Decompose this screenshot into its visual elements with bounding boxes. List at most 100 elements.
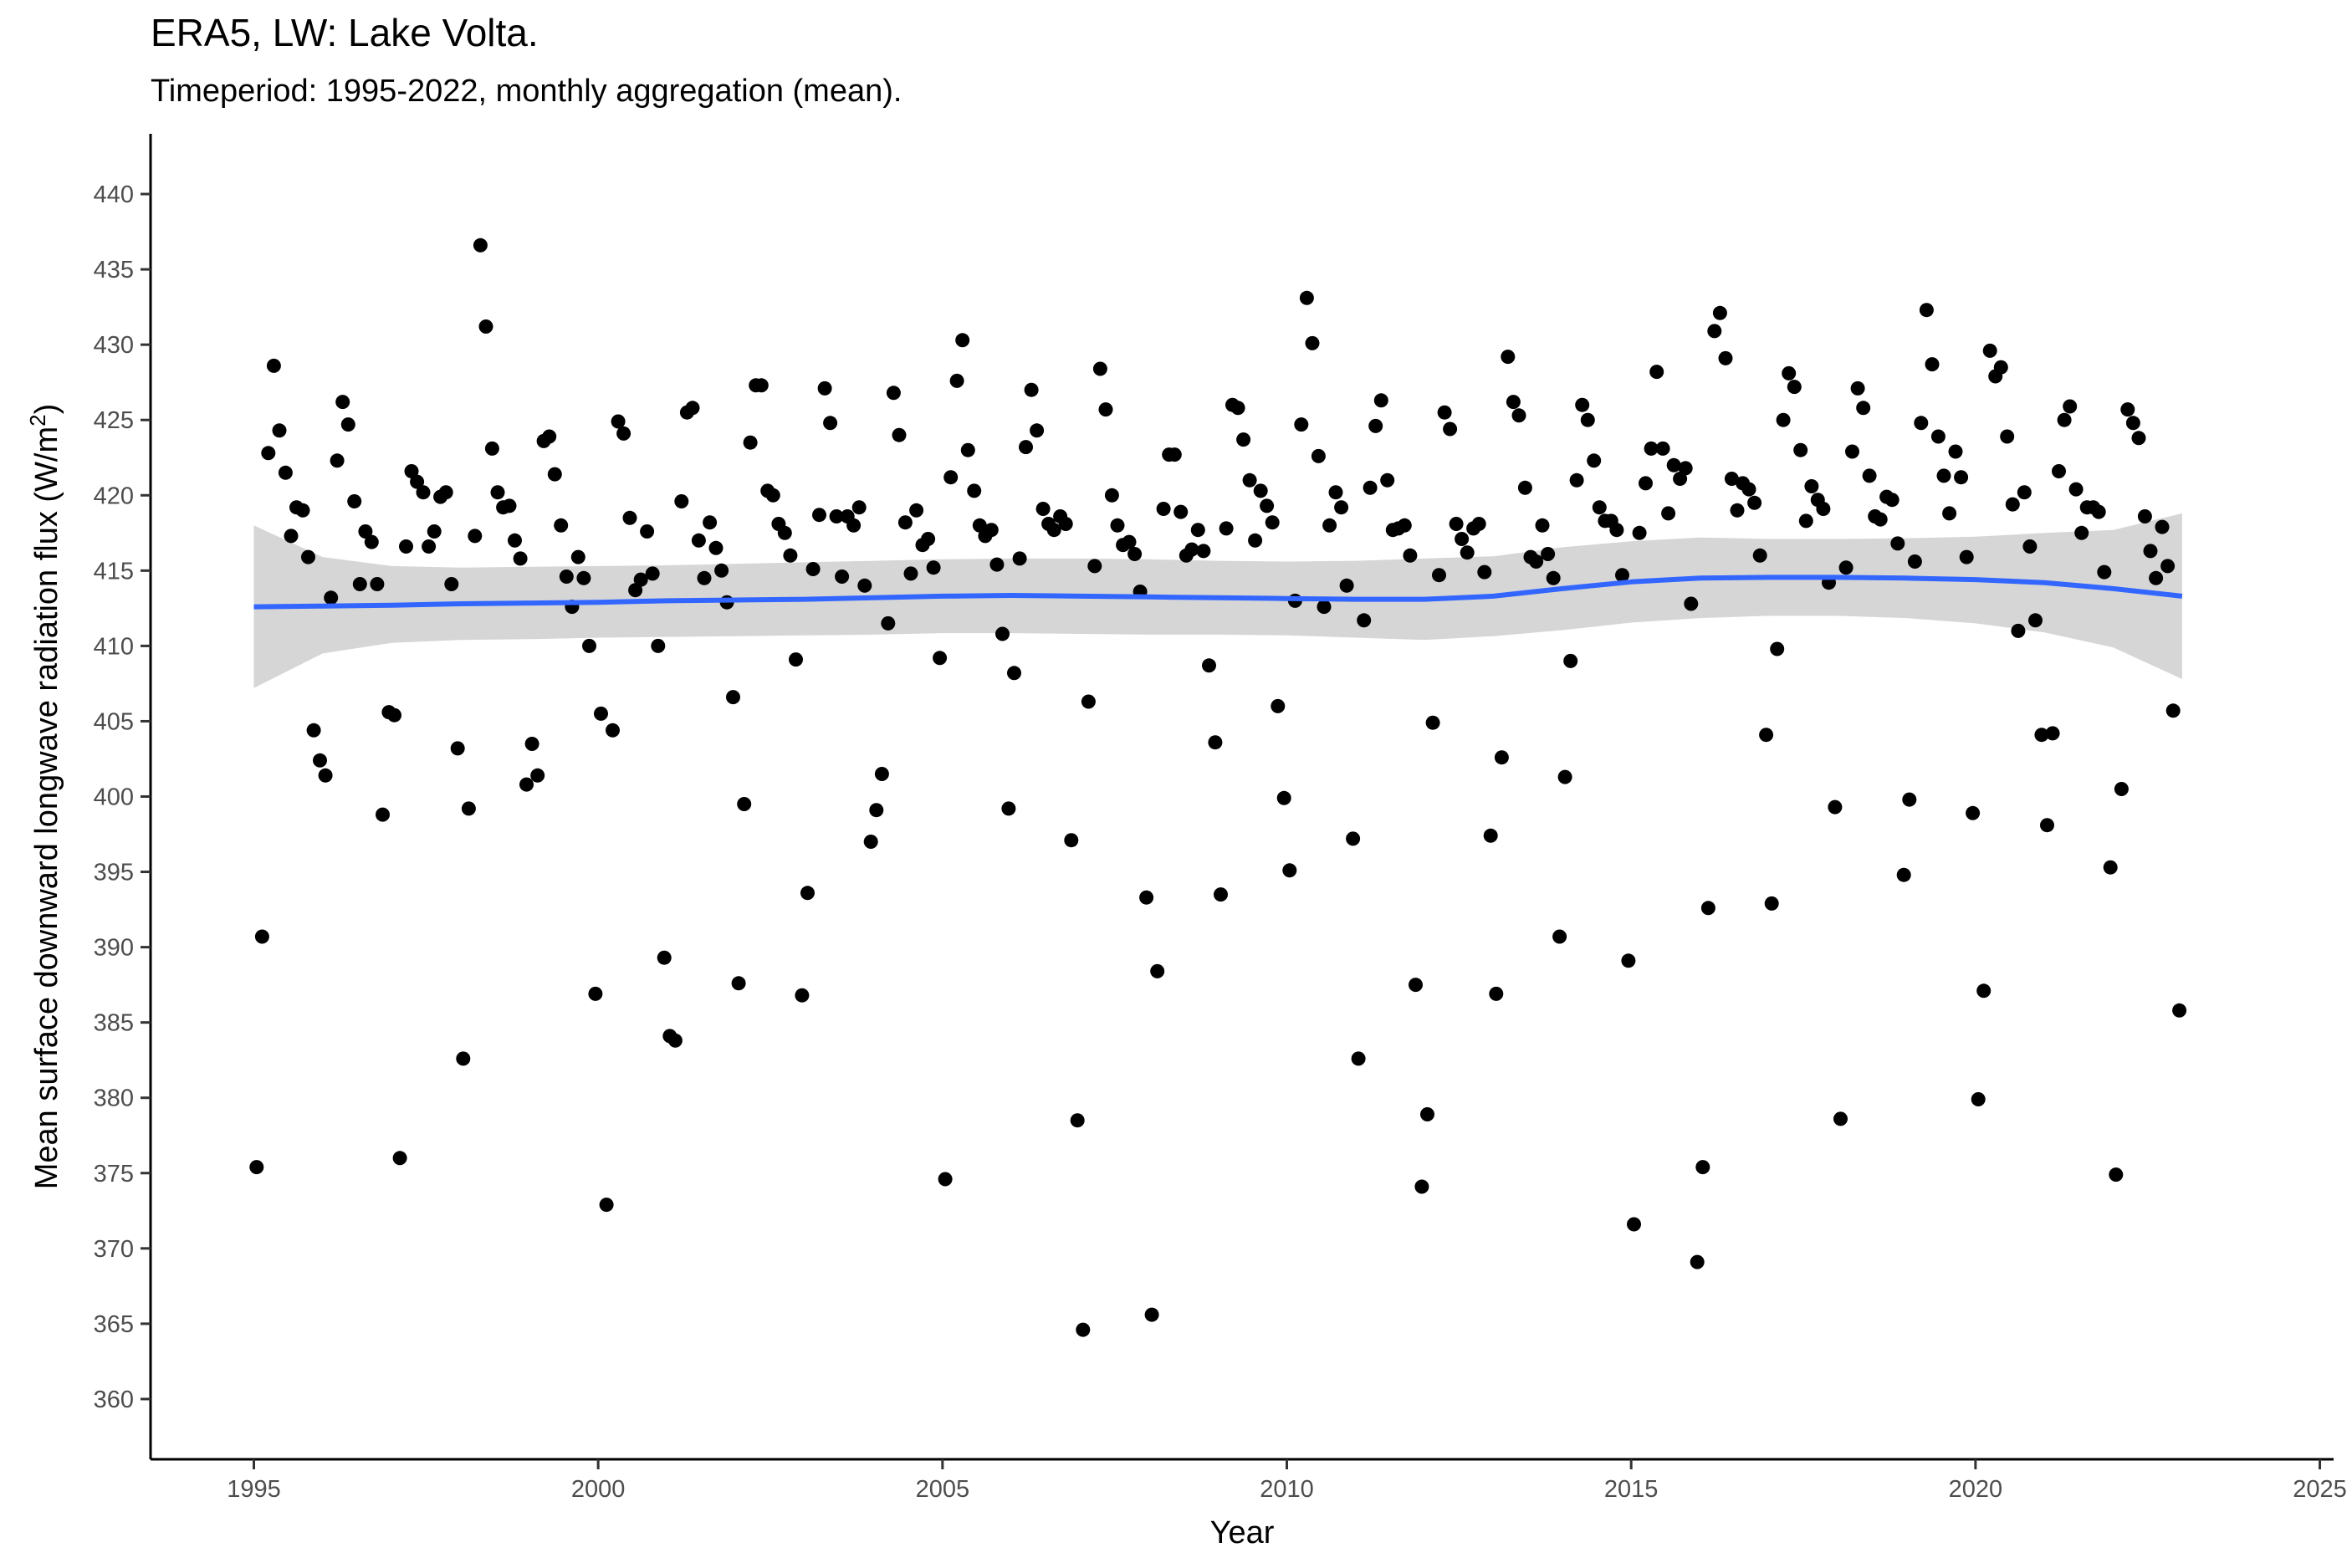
data-point [1012,551,1027,566]
data-point [468,529,483,544]
data-point [1299,290,1314,305]
data-point [1409,978,1423,993]
data-point [2149,570,2164,585]
data-point [1666,457,1681,472]
data-point [2068,482,2084,497]
data-point [570,549,585,564]
x-axis-title: Year [1210,1515,1275,1550]
data-point [335,395,350,410]
data-point [1501,350,1516,365]
data-point [2063,399,2078,414]
y-tick-label: 430 [94,332,134,359]
data-point [933,651,948,666]
data-point [1311,448,1326,463]
data-point [1236,432,1251,447]
data-point [427,524,442,539]
confidence-ribbon-layer [253,513,2182,688]
data-point [1351,1051,1366,1066]
data-point [851,500,867,515]
data-point [1644,441,1659,456]
data-point [1110,518,1125,533]
data-point [2005,497,2020,512]
data-point [1305,335,1320,350]
y-tick-label: 400 [94,784,134,811]
data-point [1529,554,1544,569]
data-point [1265,515,1280,530]
data-point [674,494,689,508]
data-point [2165,703,2181,718]
data-point [2040,818,2054,833]
data-point [1770,641,1785,656]
data-point [1081,694,1096,709]
data-point [2097,564,2112,580]
data-point [473,237,488,253]
data-point [1471,517,1486,531]
data-point [633,572,648,587]
data-point [869,803,884,818]
data-point [909,503,924,518]
data-point [1019,440,1033,455]
data-point [352,577,367,591]
data-point [606,723,620,738]
data-point [1076,1322,1091,1337]
data-point [2109,1167,2124,1182]
data-point [1661,506,1676,521]
data-point [1804,479,1819,493]
data-point [1035,502,1051,516]
data-point [1580,412,1595,427]
data-point [1443,421,1458,437]
data-point [697,570,712,585]
data-point [347,494,362,508]
data-point [1609,523,1624,538]
data-point [588,986,603,1001]
data-point [1896,867,1911,882]
data-point [1127,547,1143,561]
data-point [1339,578,1354,593]
data-point [1202,658,1216,673]
data-point [261,446,276,461]
data-point [1208,735,1223,750]
data-point [1494,750,1509,765]
data-point [1930,429,1946,444]
data-point [1030,423,1045,438]
y-axis-title: Mean surface downward longwave radiation… [25,404,64,1190]
data-point [1569,472,1584,488]
data-point [622,510,637,525]
data-point [1919,303,1934,318]
data-point [272,423,287,438]
data-point [1271,698,1286,713]
data-point [1782,365,1797,381]
x-tick-label: 2000 [571,1476,626,1503]
data-point [1087,559,1102,574]
data-point [306,723,321,738]
y-tick-label: 390 [94,935,134,962]
data-point [812,508,826,523]
data-point [754,378,769,393]
data-point [1712,305,1727,320]
data-point [370,577,385,591]
data-point [1816,502,1831,516]
data-point [1787,380,1802,395]
data-point [1942,506,1957,521]
data-point [1282,863,1297,878]
data-point [611,414,626,429]
smooth-trend-line [253,575,2183,610]
data-point [2017,485,2032,500]
data-point [2074,525,2089,540]
data-point [416,485,431,500]
y-axis-title-superscript: 2 [25,414,50,426]
data-point [616,426,631,441]
data-point [846,518,862,533]
x-tick-label: 2020 [1949,1476,2003,1503]
data-point [1936,468,1951,483]
data-point [1092,361,1107,376]
data-point [266,358,281,373]
data-point [1707,324,1722,339]
data-point [1557,769,1572,784]
data-point [1730,503,1745,518]
confidence-ribbon [253,513,2182,688]
data-point [881,615,896,631]
data-point [903,566,918,581]
data-point [284,529,299,544]
data-point [2120,402,2135,417]
